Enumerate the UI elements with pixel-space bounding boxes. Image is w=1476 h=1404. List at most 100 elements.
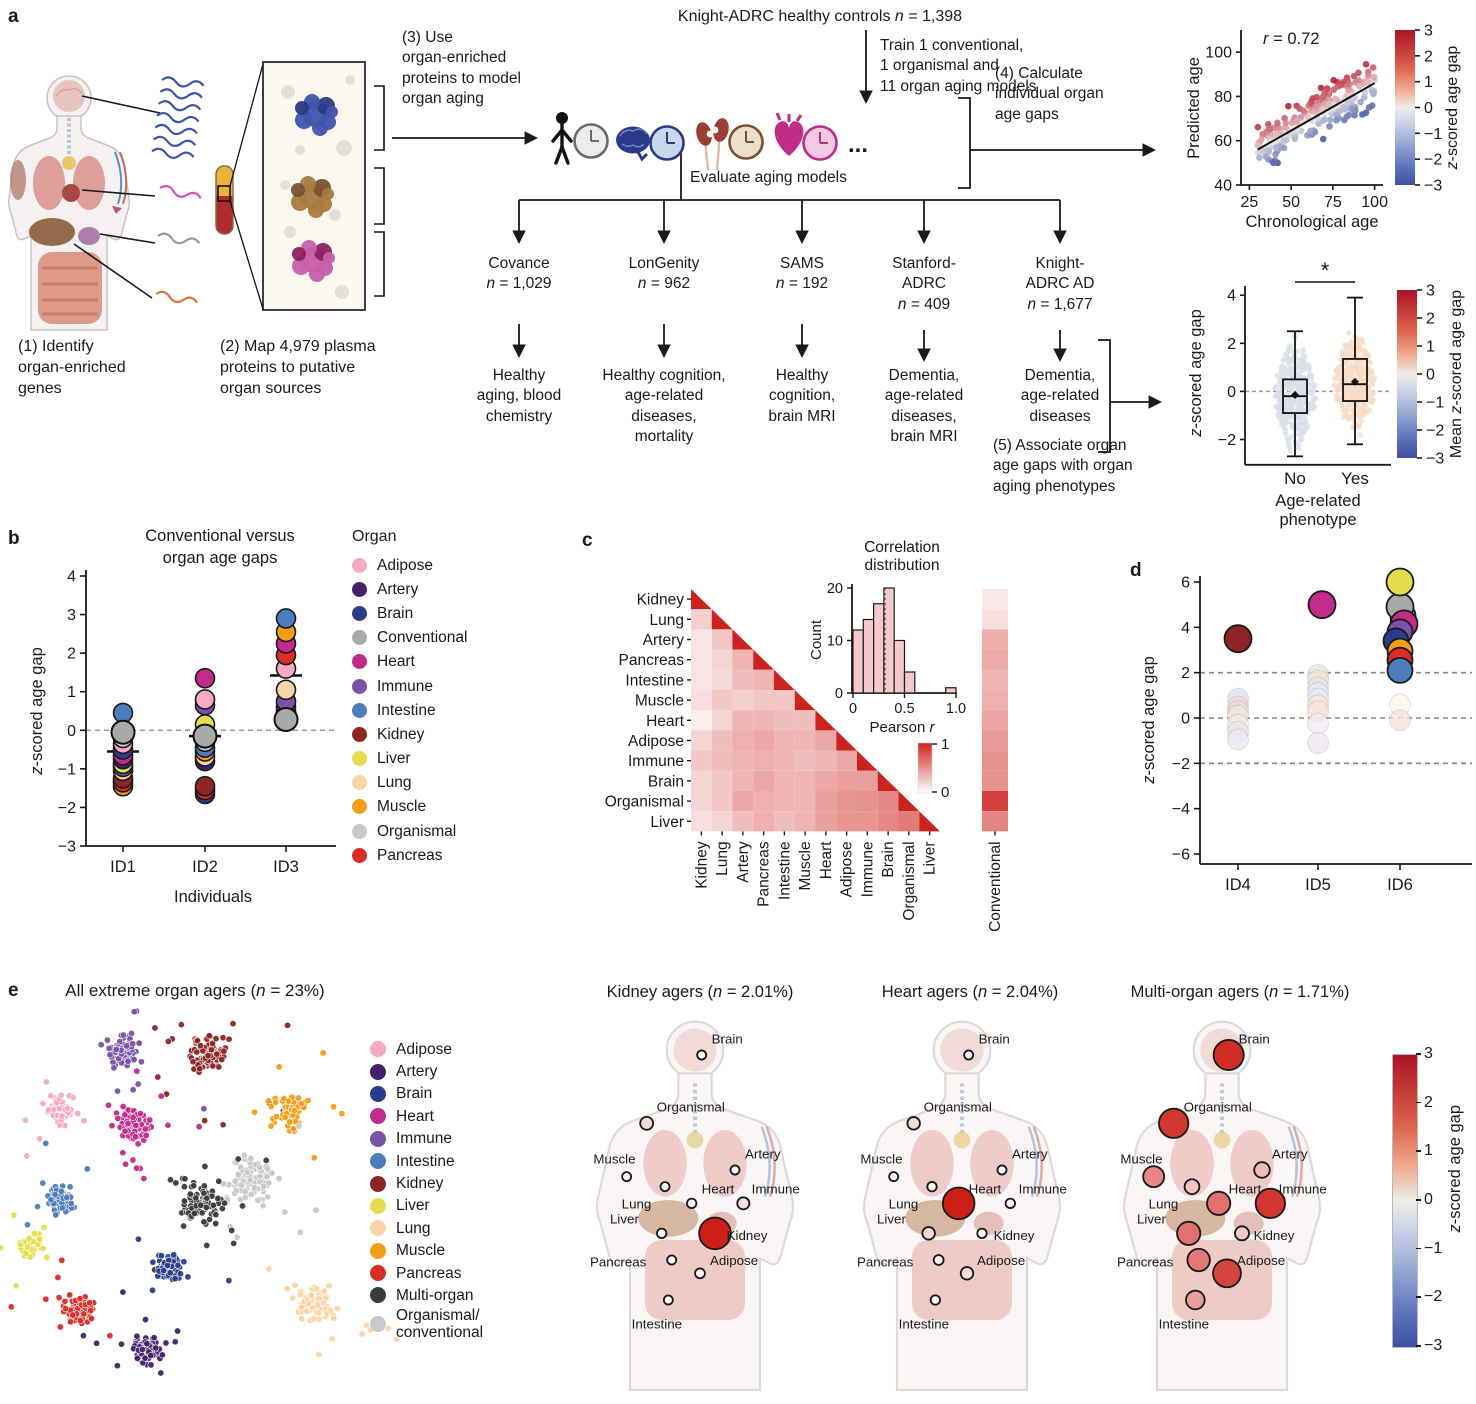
histogram-bar [862,618,875,694]
legend-swatch [352,702,367,718]
scatter-point [1369,88,1376,96]
svg-text:2: 2 [1227,336,1236,353]
heatmap-cell [711,710,733,731]
colorbar-tick: 1 [1424,74,1433,91]
box-no [1282,330,1308,458]
scatter-point [1319,93,1327,101]
heatmap-cell [711,791,733,812]
cohort-outcome-2: Healthy cognition, brain MRI [768,367,836,425]
heatmap-diagonal [732,629,754,650]
organ-dot-liver [656,1227,668,1239]
organ-label-liver: Liver [610,1211,639,1226]
organ-label-muscle: Muscle [860,1151,902,1166]
legend-label: Muscle [377,798,427,816]
panel-label-a: a [8,6,19,27]
column-label: Immune [859,841,876,897]
organ-dot-brain [963,1049,975,1061]
legend-swatch [370,1220,386,1237]
legend-item-intestine: Intestine [352,698,492,722]
heatmap-cell [711,669,733,690]
scatter-point [1370,73,1378,81]
legend-item-muscle: Muscle [352,795,492,819]
conventional-point [110,719,136,745]
heatmap-cell [691,609,712,630]
heatmap-cell [815,791,837,812]
colorbar-tick: 2 [1424,48,1433,65]
heatmap-cell [753,791,774,812]
scatter-point [1323,85,1331,92]
legend-label: Lung [396,1219,431,1237]
heatmap-cell [753,730,774,751]
organ-protein-lines [73,95,161,299]
colorbar-tick: 1 [1424,1142,1433,1160]
x-axis-label: Age-related [1275,492,1360,510]
legend-swatch [352,654,367,670]
svg-text:−2: −2 [58,800,76,817]
colorbar-tick: 2 [1426,311,1435,328]
svg-text:4: 4 [67,569,76,586]
scatter-point [1357,98,1364,106]
heatmap-cell [691,791,712,812]
organ-point [194,775,216,797]
heatmap-cell [691,710,712,731]
organ-dot-muscle [621,1171,633,1183]
organ-label-kidney: Kidney [727,1228,768,1243]
heatmap-cell [732,649,754,670]
y-axis-label: z-scored age gap [28,647,46,776]
row-label: Pancreas [619,652,685,669]
organ-dot-organismal [906,1116,921,1131]
organ-label-pancreas: Pancreas [1117,1255,1174,1270]
scatter-point [1326,116,1334,124]
scatter-point [1306,127,1314,135]
legend-item-adipose: Adipose [370,1038,560,1060]
heatmap-diagonal [774,669,795,690]
row-label: Heart [646,713,685,730]
svg-text:40: 40 [1214,178,1232,195]
heatmap-cell [794,770,816,791]
legend-label: Immune [377,677,433,695]
legend-swatch [370,1108,386,1125]
svg-text:60: 60 [1214,133,1232,150]
heatmap-cell [691,811,712,832]
colorbar-tick: 2 [1424,1093,1433,1111]
row-label: Liver [650,814,684,831]
heatmap-cell [711,690,733,711]
tsne-cluster-kidney [151,1020,292,1129]
strip-points-ID6 [1382,567,1419,732]
box-yes [1342,296,1368,446]
colorbar-tick: −2 [1424,152,1442,169]
heatmap-cell [753,750,774,771]
scatter-point [1361,89,1369,96]
panel-label-b: b [8,528,20,549]
legend-label: Multi-organ [396,1286,474,1304]
column-label: Adipose [839,841,856,897]
organ-dot-adipose [1212,1258,1242,1289]
colorbar-label: Mean z-scored age gap [1448,290,1465,458]
category-label: ID5 [1305,876,1331,894]
scatter-point [1254,142,1262,149]
scatter-point [1368,102,1376,109]
svg-text:100: 100 [1205,45,1232,62]
legend-label: Heart [377,653,415,671]
scatter-point [1362,60,1370,68]
heatmap-diagonal [877,770,899,791]
body-silhouette [595,1020,795,1392]
heatmap-cell [774,730,795,751]
heatmap-cell [691,770,712,791]
legend-label: Intestine [396,1152,455,1170]
heatmap-diagonal [836,730,857,751]
row-label: Lung [650,612,684,629]
organ-label-liver: Liver [1137,1211,1166,1226]
scatter-point [1272,144,1280,152]
scatter-point [1309,95,1316,102]
organ-dot-lung [926,1181,938,1193]
organ-label-intestine: Intestine [1159,1316,1209,1331]
scatter-point [1255,149,1262,156]
organ-label-adipose: Adipose [710,1253,758,1268]
brain-protein-blob [295,94,338,136]
scatter-point [1304,113,1311,121]
scatter-point [1336,107,1343,115]
legend-swatch [352,605,367,621]
scatter-point [1280,144,1288,152]
